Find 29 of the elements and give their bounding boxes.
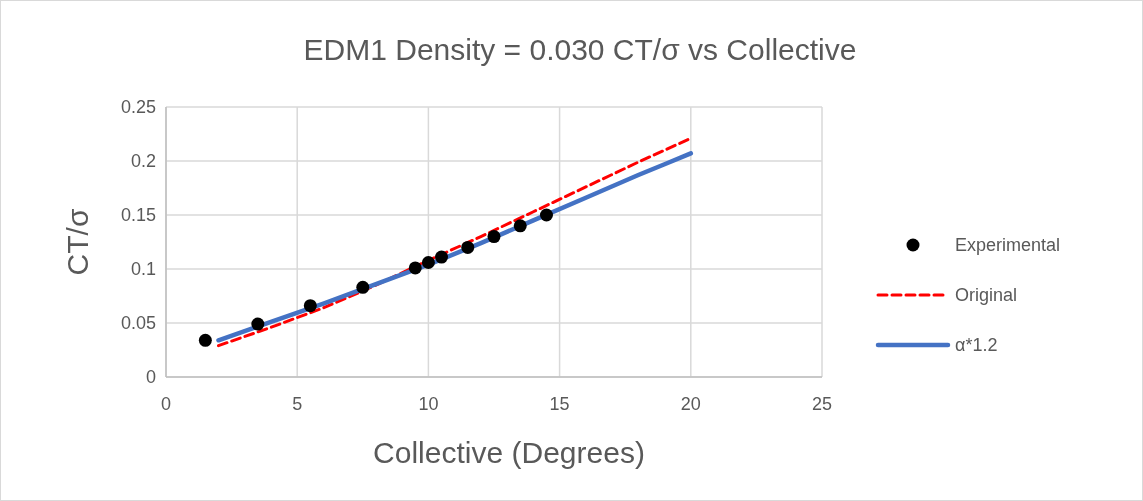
- y-axis-title: CT/σ: [61, 208, 94, 276]
- point: [539, 208, 553, 222]
- x-tick-label: 15: [549, 394, 570, 414]
- x-tick-label: 10: [418, 394, 439, 414]
- y-tick-label: 0.05: [120, 313, 156, 333]
- point: [303, 299, 317, 313]
- x-tick-label: 5: [292, 394, 303, 414]
- legend-label: Experimental: [955, 235, 1061, 255]
- legend-label: α*1.2: [955, 335, 998, 355]
- point: [408, 261, 422, 275]
- legend-label: Original: [955, 285, 1018, 305]
- point: [461, 240, 475, 254]
- y-tick-label: 0: [145, 367, 156, 387]
- y-tick-label: 0.15: [120, 205, 156, 225]
- point: [356, 280, 370, 294]
- point: [251, 317, 265, 331]
- point: [487, 230, 501, 244]
- point: [421, 256, 435, 270]
- y-tick-label: 0.25: [120, 97, 156, 117]
- y-tick-label: 0.2: [130, 151, 156, 171]
- x-axis-title: Collective (Degrees): [373, 436, 645, 469]
- y-tick-label: 0.1: [130, 259, 156, 279]
- x-tick-label: 25: [811, 394, 833, 414]
- point: [435, 250, 449, 264]
- point: [198, 333, 212, 347]
- point: [513, 219, 527, 233]
- x-tick-label: 20: [680, 394, 701, 414]
- x-tick-label: 0: [160, 394, 172, 414]
- chart-title: EDM1 Density = 0.030 CT/σ vs Collective: [303, 33, 857, 66]
